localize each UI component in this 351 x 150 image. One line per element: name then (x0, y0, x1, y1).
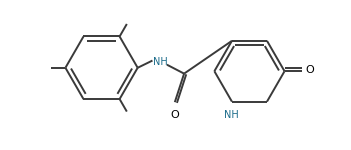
Text: NH: NH (224, 110, 239, 120)
Text: O: O (171, 110, 179, 120)
Text: NH: NH (153, 57, 167, 67)
Text: O: O (305, 65, 314, 75)
